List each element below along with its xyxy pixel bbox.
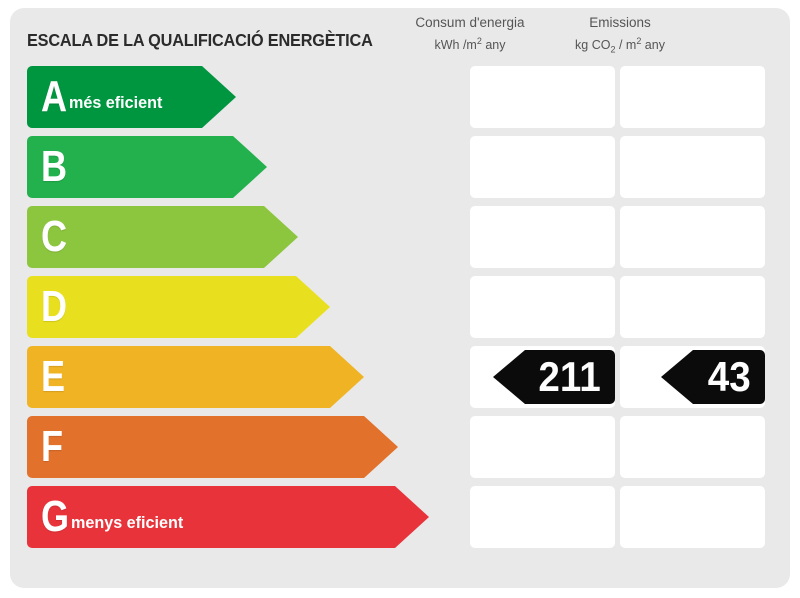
grade-letter: F: [41, 422, 64, 471]
page-title: ESCALA DE LA QUALIFICACIÓ ENERGÈTICA: [27, 30, 373, 50]
rating-badge-energy: 211: [493, 350, 615, 404]
value-cell-energy: [470, 486, 615, 548]
energy-unit-suffix: any: [481, 38, 506, 53]
column-header-emissions-unit: kg CO2 / m2 any: [545, 32, 695, 59]
column-header-energy: Consum d'energia kWh /m2 any: [395, 14, 545, 54]
value-cell-energy: [470, 66, 615, 128]
value-cell-energy: [470, 206, 615, 268]
grade-bar-e: E: [27, 346, 364, 408]
emissions-unit-prefix: kg CO: [575, 38, 611, 53]
label-header: ESCALA DE LA QUALIFICACIÓ ENERGÈTICA Con…: [10, 8, 790, 66]
grade-letter: G: [41, 492, 70, 541]
energy-unit-exponent: 2: [476, 36, 482, 46]
emissions-unit-exponent: 2: [636, 36, 642, 46]
grade-bar-c: C: [27, 206, 298, 268]
value-cell-emissions: [620, 276, 765, 338]
grade-letter: B: [41, 142, 68, 191]
grade-row: C: [10, 206, 790, 268]
grade-letter: C: [41, 212, 68, 261]
grade-note: més eficient: [68, 93, 163, 112]
value-cell-emissions: [620, 66, 765, 128]
column-header-energy-title: Consum d'energia: [415, 15, 525, 30]
value-cell-energy: [470, 416, 615, 478]
value-cell-emissions: [620, 416, 765, 478]
grade-letter: D: [41, 282, 68, 331]
grade-row: F: [10, 416, 790, 478]
energy-label-panel: ESCALA DE LA QUALIFICACIÓ ENERGÈTICA Con…: [10, 8, 790, 588]
emissions-unit-suffix: any: [641, 38, 665, 53]
energy-unit-prefix: kWh /m: [434, 38, 477, 53]
value-cell-emissions: [620, 136, 765, 198]
grade-bar-d: D: [27, 276, 330, 338]
grade-bar-b: B: [27, 136, 267, 198]
column-header-emissions-title: Emissions: [589, 15, 651, 30]
grade-row: B: [10, 136, 790, 198]
emissions-unit-subscript: 2: [610, 44, 616, 55]
emissions-unit-middle: / m: [615, 38, 637, 53]
grade-letter: E: [41, 352, 66, 401]
column-header-emissions: Emissions kg CO2 / m2 any: [545, 14, 695, 59]
grade-bar-f: F: [27, 416, 398, 478]
value-cell-emissions: 43: [620, 346, 765, 408]
rating-badge-emissions: 43: [661, 350, 765, 404]
rating-value-energy: 211: [538, 353, 601, 400]
value-cell-energy: [470, 276, 615, 338]
value-cell-energy: [470, 136, 615, 198]
grade-row: D: [10, 276, 790, 338]
grade-note: menys eficient: [71, 513, 184, 532]
column-header-energy-unit: kWh /m2 any: [395, 32, 545, 54]
rating-value-emissions: 43: [708, 353, 751, 400]
value-cell-energy: 211: [470, 346, 615, 408]
value-cell-emissions: [620, 486, 765, 548]
grade-letter: A: [41, 72, 68, 121]
value-cell-emissions: [620, 206, 765, 268]
grade-row: E 211 43: [10, 346, 790, 408]
